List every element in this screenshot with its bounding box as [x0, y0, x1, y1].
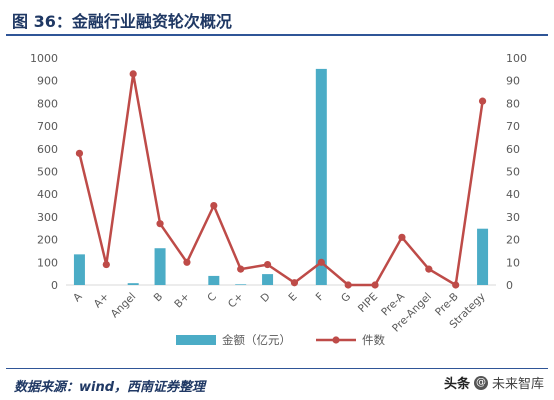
- watermark: 头条 @ 未来智库: [444, 373, 544, 392]
- line-point: [102, 260, 110, 269]
- y-right-tick-label: 90: [506, 75, 520, 88]
- y-left-tick-label: 300: [37, 211, 58, 224]
- bar: [477, 228, 489, 285]
- y-right-tick-label: 10: [506, 256, 520, 269]
- legend-bar-label: 金额（亿元）: [222, 333, 291, 347]
- y-right-tick-label: 100: [506, 52, 527, 65]
- bar: [127, 283, 139, 285]
- y-left-tick-label: 600: [37, 143, 58, 156]
- line-point: [263, 260, 272, 269]
- y-left-tick-label: 800: [37, 97, 58, 110]
- x-tick-label: C+: [226, 291, 246, 311]
- x-tick-label: A+: [92, 291, 112, 311]
- x-tick-label: E: [286, 291, 299, 304]
- legend-line-marker: [332, 336, 340, 344]
- legend-line-label: 件数: [362, 333, 385, 347]
- watermark-logo: 头条: [443, 377, 470, 392]
- y-right-tick-label: 40: [506, 188, 520, 201]
- top-rule: [6, 34, 548, 36]
- y-left-tick-label: 400: [37, 188, 58, 201]
- y-left-tick-label: 1000: [30, 52, 58, 65]
- line-point: [478, 97, 487, 105]
- line-point: [237, 265, 245, 273]
- bar: [208, 275, 220, 285]
- y-left-tick-label: 200: [37, 234, 58, 247]
- bar: [315, 68, 327, 286]
- line-point: [317, 258, 325, 266]
- y-left-tick-label: 0: [51, 279, 58, 292]
- y-left-tick-label: 500: [37, 166, 58, 179]
- line-point: [398, 233, 406, 241]
- x-tick-label: B: [152, 291, 166, 305]
- line-point: [344, 281, 352, 289]
- x-tick-label: F: [314, 291, 327, 304]
- combo-chart: 0 100 200 300 400 500 600 700 800 900 1000 0 10 20 30 4…: [30, 52, 527, 347]
- x-tick-label: A: [71, 290, 85, 304]
- bar: [73, 254, 85, 285]
- bar: [262, 274, 274, 285]
- y-right-tick-label: 70: [506, 120, 520, 133]
- line-point: [290, 279, 299, 287]
- y-right-tick-label: 20: [506, 234, 520, 247]
- bar: [235, 284, 247, 285]
- bar: [154, 248, 166, 285]
- figure-title: 图 36：金融行业融资轮次概况: [12, 12, 232, 31]
- x-tick-label: Angel: [109, 291, 139, 321]
- line-point: [129, 70, 137, 78]
- line-point: [156, 220, 164, 228]
- y-right-tick-label: 60: [506, 143, 520, 156]
- line-point: [75, 149, 84, 157]
- x-tick-label: PIPE: [356, 291, 380, 315]
- line-point: [371, 281, 379, 289]
- y-left-tick-label: 900: [37, 75, 58, 88]
- y-right-tick-label: 80: [506, 97, 520, 110]
- line-point: [210, 201, 218, 210]
- y-right-tick-label: 0: [506, 279, 513, 292]
- at-icon: @: [473, 375, 488, 390]
- x-tick-label: G: [339, 291, 353, 305]
- x-tick-label: B+: [172, 291, 192, 311]
- source-note: 数据来源：wind，西南证券整理: [14, 380, 206, 395]
- legend-bar-swatch: [176, 335, 216, 345]
- y-right-tick-label: 50: [506, 166, 520, 179]
- x-tick-label: D: [258, 291, 272, 305]
- line-point: [452, 281, 460, 289]
- y-right-tick-label: 30: [506, 211, 520, 224]
- x-tick-label: C: [205, 291, 219, 305]
- y-left-tick-label: 700: [37, 120, 58, 133]
- y-left-tick-label: 100: [37, 256, 58, 269]
- series-line: [78, 72, 484, 287]
- watermark-handle: 未来智库: [491, 377, 544, 392]
- bottom-rule: [6, 368, 548, 369]
- line-point: [425, 265, 433, 273]
- line-point: [183, 258, 191, 266]
